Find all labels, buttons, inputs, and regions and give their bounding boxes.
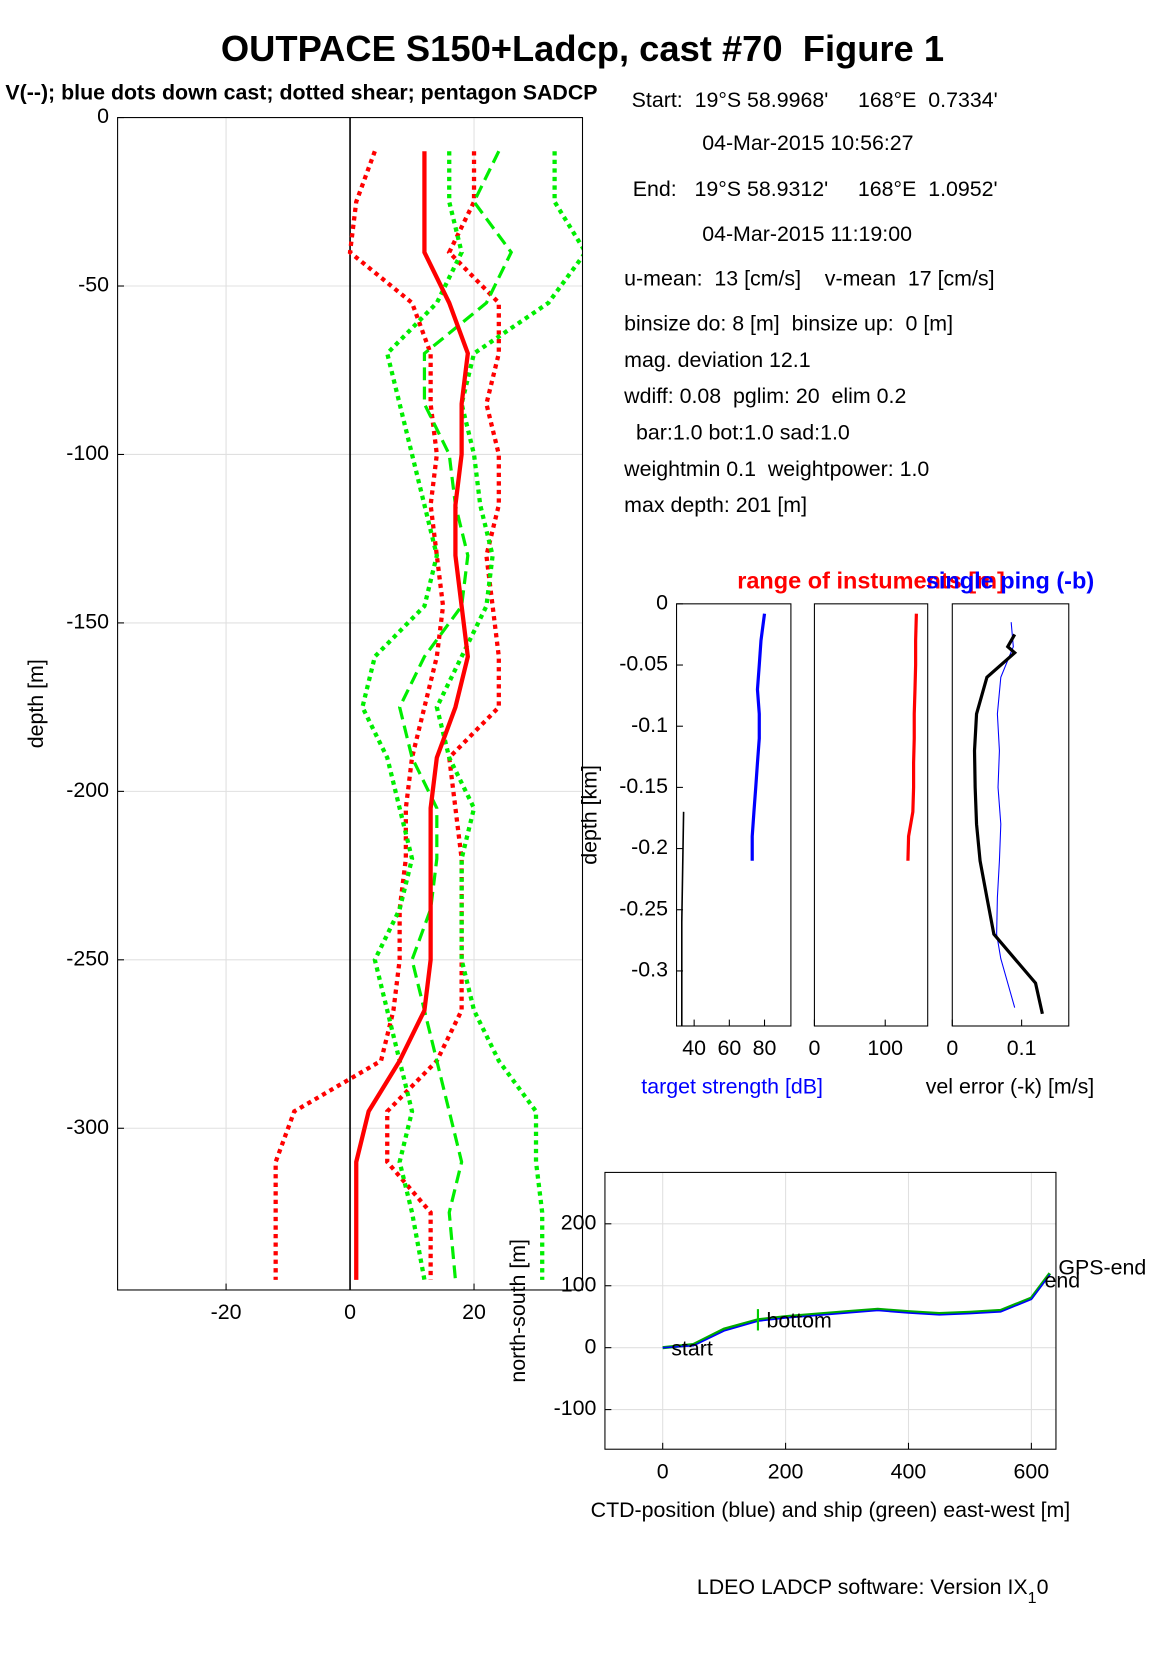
y-tick-label: -0.1 <box>631 713 668 737</box>
info-line: mag. deviation 12.1 <box>624 348 810 372</box>
axes-box <box>604 1171 1057 1450</box>
x-tick-label: 0.1 <box>1007 1036 1037 1060</box>
series-line <box>354 151 471 1280</box>
axes-box <box>117 117 584 1291</box>
info-line: 04-Mar-2015 11:19:00 <box>702 222 912 246</box>
x-tick-label: 40 <box>682 1036 706 1060</box>
y-tick-label: 200 <box>561 1210 597 1234</box>
x-tick-label: 60 <box>717 1036 741 1060</box>
series-line <box>906 613 918 861</box>
x-tick-label: 0 <box>657 1459 669 1483</box>
y-tick-label: -150 <box>66 610 109 634</box>
info-line: bar:1.0 bot:1.0 sad:1.0 <box>624 421 850 445</box>
info-line: u-mean: 13 [cm/s] v-mean 17 [cm/s] <box>624 267 994 291</box>
series-line <box>680 811 685 1026</box>
y-tick-label: 0 <box>656 590 668 614</box>
footer: LDEO LADCP software: Version IX10 <box>697 1575 1049 1607</box>
series-line <box>972 633 1044 1015</box>
info-line: weightmin 0.1 weightpower: 1.0 <box>623 457 929 481</box>
y-tick-label: -0.05 <box>619 652 668 676</box>
info-line: binsize do: 8 [m] binsize up: 0 [m] <box>624 312 953 336</box>
chart-title: V(--); blue dots down cast; dotted shear… <box>5 81 597 105</box>
x-tick-label: 20 <box>462 1300 486 1324</box>
series-line <box>397 150 514 1280</box>
info-line: wdiff: 0.08 pglim: 20 elim 0.2 <box>623 384 906 408</box>
series-line <box>996 622 1016 1008</box>
y-tick-label: -100 <box>554 1396 597 1420</box>
annotation: end <box>1044 1269 1080 1293</box>
y-tick-label: 0 <box>585 1334 597 1358</box>
info-line: 04-Mar-2015 10:56:27 <box>702 131 913 155</box>
annotation: start <box>671 1336 713 1360</box>
series-line <box>273 150 446 1280</box>
x-tick-label: 0 <box>344 1300 356 1324</box>
y-tick-label: -0.3 <box>631 958 668 982</box>
x-tick-label: 400 <box>891 1459 927 1483</box>
y-axis-label: depth [m] <box>24 659 48 748</box>
x-tick-label: -20 <box>211 1300 242 1324</box>
x-tick-label: 80 <box>753 1036 777 1060</box>
series-line <box>662 1274 1051 1349</box>
series-line <box>385 151 501 1280</box>
series-line <box>662 1272 1052 1350</box>
series-line <box>750 613 767 861</box>
y-tick-label: 0 <box>97 104 109 128</box>
x-tick-label: 200 <box>768 1459 804 1483</box>
info-line: End: 19°S 58.9312' 168°E 1.0952' <box>633 177 998 201</box>
y-tick-label: -0.15 <box>619 774 668 798</box>
x-axis-label: CTD-position (blue) and ship (green) eas… <box>591 1498 1071 1522</box>
x-axis-label: vel error (-k) [m/s] <box>926 1075 1095 1099</box>
x-tick-label: 0 <box>808 1036 820 1060</box>
chart-title: range of instuments [m] <box>737 568 1005 594</box>
y-tick-label: -200 <box>66 778 109 802</box>
x-tick-label: 0 <box>946 1036 958 1060</box>
x-tick-label: 600 <box>1014 1459 1050 1483</box>
footer-tail: 0 <box>1037 1575 1049 1599</box>
chart-title: single ping (-b) <box>926 568 1094 594</box>
axes-box <box>676 603 792 1027</box>
figure-title: OUTPACE S150+Ladcp, cast #70 Figure 1 <box>221 28 944 69</box>
info-line: Start: 19°S 58.9968' 168°E 0.7334' <box>632 88 998 112</box>
info-line: max depth: 201 [m] <box>624 493 807 517</box>
axes-box <box>951 603 1070 1027</box>
y-tick-label: -300 <box>66 1115 109 1139</box>
y-tick-label: -50 <box>78 273 109 297</box>
y-tick-label: -250 <box>66 946 109 970</box>
y-tick-label: -0.25 <box>619 896 668 920</box>
annotation: bottom <box>766 1309 831 1333</box>
y-tick-label: -100 <box>66 441 109 465</box>
footer-sub: 1 <box>1028 1589 1037 1607</box>
x-tick-label: 100 <box>867 1036 903 1060</box>
axes-box <box>813 603 929 1027</box>
y-axis-label: north-south [m] <box>506 1239 530 1383</box>
y-axis-label: depth [km] <box>578 765 602 865</box>
annotation: GPS-end <box>1058 1256 1146 1280</box>
series-line <box>360 151 464 1281</box>
y-tick-label: -0.2 <box>631 835 668 859</box>
y-tick-label: 100 <box>561 1272 597 1296</box>
x-axis-label: target strength [dB] <box>641 1075 823 1099</box>
footer-text: LDEO LADCP software: Version IX <box>697 1575 1028 1599</box>
series-line <box>434 151 583 1280</box>
